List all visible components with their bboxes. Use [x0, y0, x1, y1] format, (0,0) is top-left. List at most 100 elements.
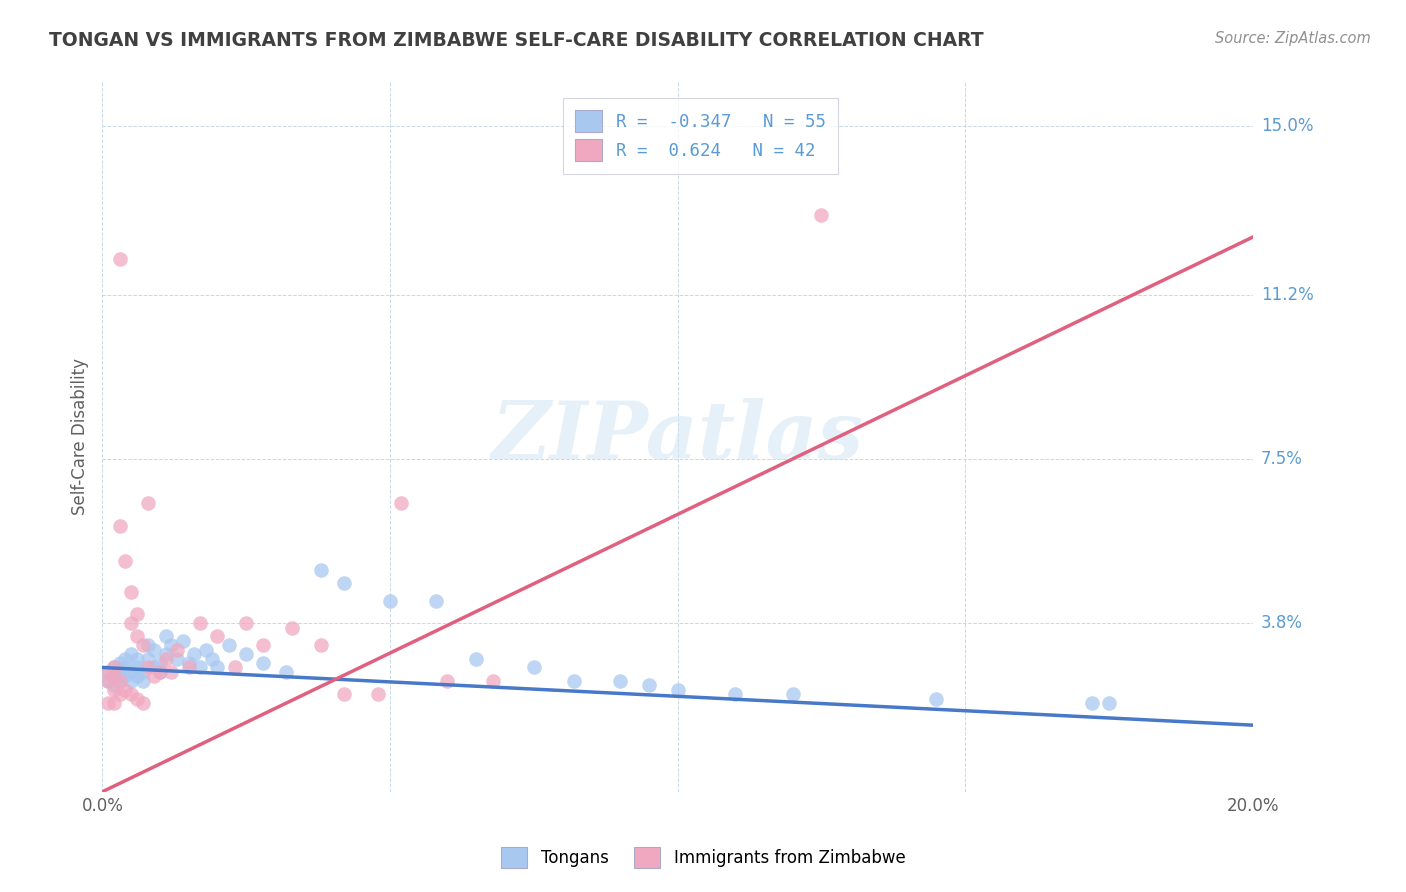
- Point: [125, 607, 148, 622]
- Point: [103, 669, 125, 683]
- Legend: Tongans, Immigrants from Zimbabwe: Tongans, Immigrants from Zimbabwe: [494, 840, 912, 875]
- Point: [425, 594, 447, 608]
- Point: [97, 665, 120, 679]
- Point: [114, 651, 136, 665]
- Point: [131, 665, 153, 679]
- Point: [149, 665, 172, 679]
- Point: [143, 642, 166, 657]
- Point: [114, 682, 136, 697]
- Point: [103, 660, 125, 674]
- Point: [155, 647, 177, 661]
- Point: [166, 651, 188, 665]
- Point: [666, 682, 689, 697]
- Point: [637, 678, 659, 692]
- Point: [108, 665, 131, 679]
- Point: [138, 496, 160, 510]
- Point: [782, 687, 804, 701]
- Point: [120, 673, 142, 688]
- Point: [810, 208, 832, 222]
- Point: [143, 669, 166, 683]
- Point: [125, 660, 148, 674]
- Point: [333, 576, 356, 591]
- Point: [108, 656, 131, 670]
- Point: [120, 687, 142, 701]
- Point: [724, 687, 747, 701]
- Point: [482, 673, 505, 688]
- Point: [108, 673, 131, 688]
- Point: [103, 669, 125, 683]
- Point: [108, 673, 131, 688]
- Point: [333, 687, 356, 701]
- Point: [120, 647, 142, 661]
- Point: [143, 660, 166, 674]
- Point: [108, 518, 131, 533]
- Point: [252, 656, 274, 670]
- Y-axis label: Self-Care Disability: Self-Care Disability: [72, 359, 89, 516]
- Point: [188, 616, 211, 631]
- Point: [183, 647, 205, 661]
- Point: [131, 673, 153, 688]
- Point: [436, 673, 458, 688]
- Point: [114, 660, 136, 674]
- Point: [160, 665, 183, 679]
- Point: [114, 669, 136, 683]
- Point: [155, 651, 177, 665]
- Point: [609, 673, 631, 688]
- Point: [1098, 696, 1121, 710]
- Point: [149, 665, 172, 679]
- Point: [465, 651, 488, 665]
- Point: [201, 651, 224, 665]
- Point: [235, 616, 257, 631]
- Point: [309, 638, 332, 652]
- Point: [108, 252, 131, 267]
- Point: [103, 660, 125, 674]
- Point: [138, 638, 160, 652]
- Text: Source: ZipAtlas.com: Source: ZipAtlas.com: [1215, 31, 1371, 46]
- Point: [252, 638, 274, 652]
- Point: [194, 642, 217, 657]
- Point: [108, 687, 131, 701]
- Point: [207, 660, 229, 674]
- Point: [378, 594, 401, 608]
- Point: [103, 696, 125, 710]
- Point: [367, 687, 389, 701]
- Point: [218, 638, 240, 652]
- Point: [149, 656, 172, 670]
- Point: [188, 660, 211, 674]
- Point: [309, 563, 332, 577]
- Point: [125, 691, 148, 706]
- Point: [125, 651, 148, 665]
- Point: [1080, 696, 1102, 710]
- Point: [97, 673, 120, 688]
- Point: [224, 660, 246, 674]
- Point: [120, 665, 142, 679]
- Point: [281, 621, 304, 635]
- Point: [138, 660, 160, 674]
- Point: [103, 682, 125, 697]
- Point: [207, 629, 229, 643]
- Point: [120, 585, 142, 599]
- Point: [97, 665, 120, 679]
- Point: [97, 696, 120, 710]
- Point: [925, 691, 948, 706]
- Point: [155, 629, 177, 643]
- Point: [523, 660, 546, 674]
- Point: [160, 638, 183, 652]
- Text: 7.5%: 7.5%: [1261, 450, 1303, 468]
- Point: [125, 629, 148, 643]
- Point: [276, 665, 298, 679]
- Point: [177, 660, 200, 674]
- Text: 11.2%: 11.2%: [1261, 285, 1313, 304]
- Point: [131, 696, 153, 710]
- Point: [97, 673, 120, 688]
- Point: [103, 678, 125, 692]
- Text: 3.8%: 3.8%: [1261, 614, 1303, 632]
- Point: [125, 669, 148, 683]
- Point: [177, 656, 200, 670]
- Legend: R =  -0.347   N = 55, R =  0.624   N = 42: R = -0.347 N = 55, R = 0.624 N = 42: [562, 98, 838, 174]
- Point: [562, 673, 585, 688]
- Text: ZIPatlas: ZIPatlas: [492, 398, 863, 475]
- Point: [172, 633, 194, 648]
- Text: TONGAN VS IMMIGRANTS FROM ZIMBABWE SELF-CARE DISABILITY CORRELATION CHART: TONGAN VS IMMIGRANTS FROM ZIMBABWE SELF-…: [49, 31, 984, 50]
- Point: [114, 554, 136, 568]
